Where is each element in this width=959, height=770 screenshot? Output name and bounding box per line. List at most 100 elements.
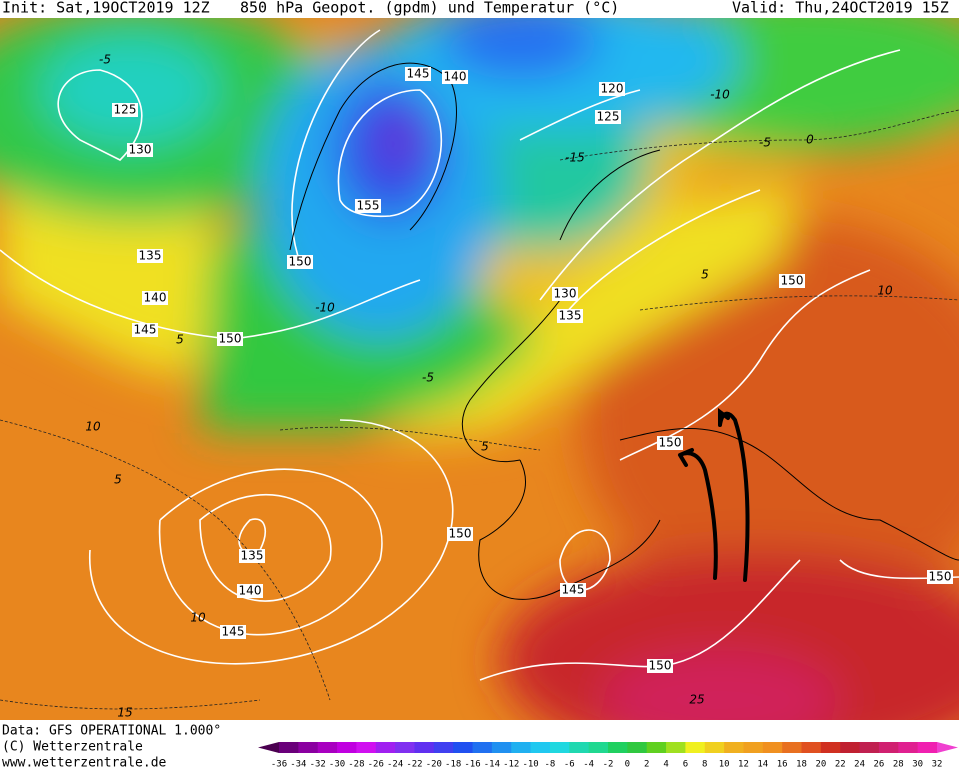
color-swatch <box>530 742 551 753</box>
copyright: (C) Wetterzentrale <box>2 740 143 755</box>
scale-label: -32 <box>310 760 326 770</box>
scale-label: 22 <box>835 760 846 770</box>
geopotential-label: 130 <box>129 143 152 157</box>
temperature-label: 15 <box>117 706 132 720</box>
color-swatch <box>627 742 648 753</box>
label-box <box>355 199 381 213</box>
temperature-label: -10 <box>315 301 335 315</box>
color-swatch <box>395 742 415 753</box>
scale-label: -34 <box>290 760 306 770</box>
scale-label: -14 <box>484 760 500 770</box>
coastlines <box>289 62 959 600</box>
color-swatch <box>375 742 396 753</box>
geopotential-label: 120 <box>601 82 624 96</box>
color-swatch <box>859 742 880 753</box>
color-swatch <box>685 742 706 753</box>
scale-label: -30 <box>329 760 345 770</box>
label-box <box>657 436 683 450</box>
geopotential-label: 145 <box>562 583 585 597</box>
color-swatch <box>762 742 783 753</box>
geopotential-label: 125 <box>597 110 620 124</box>
color-swatch <box>704 742 725 753</box>
label-box <box>142 291 168 305</box>
scale-label: -22 <box>406 760 422 770</box>
color-swatch <box>588 742 609 753</box>
geopotential-label: 135 <box>139 249 162 263</box>
geopotential-label: 135 <box>241 549 264 563</box>
temperature-label: 10 <box>190 611 206 625</box>
geopotential-label: 140 <box>239 584 262 598</box>
scale-label: -20 <box>426 760 442 770</box>
temperature-label: 5 <box>176 333 184 347</box>
label-box <box>220 625 246 639</box>
label-box <box>237 584 263 598</box>
label-box <box>927 570 953 584</box>
scale-label: 4 <box>663 760 668 770</box>
website: www.wetterzentrale.de <box>2 756 167 770</box>
scale-label: -2 <box>603 760 614 770</box>
color-swatch <box>840 742 861 753</box>
temperature-label: 5 <box>701 268 709 282</box>
scale-label: 32 <box>932 760 943 770</box>
geopotential-label: 150 <box>781 274 804 288</box>
scale-label: -10 <box>522 760 538 770</box>
color-swatch <box>782 742 803 753</box>
color-swatch <box>608 742 628 753</box>
scale-label: 14 <box>757 760 768 770</box>
label-box <box>112 103 138 117</box>
temperature-label: -5 <box>422 371 434 385</box>
color-swatch <box>258 742 279 753</box>
temperature-label: 5 <box>114 473 122 487</box>
color-swatch <box>646 742 667 753</box>
color-swatch <box>801 742 822 753</box>
scale-label: 24 <box>854 760 865 770</box>
scale-label: 2 <box>644 760 649 770</box>
map-title: 850 hPa Geopot. (gpdm) und Temperatur (°… <box>240 0 619 17</box>
geopotential-label: 125 <box>114 103 137 117</box>
color-swatch <box>356 742 377 753</box>
scale-label: 10 <box>719 760 730 770</box>
label-box <box>557 309 583 323</box>
color-swatch <box>511 742 532 753</box>
label-box <box>239 549 265 563</box>
temperature-label: 10 <box>877 284 893 298</box>
color-swatch <box>724 742 744 753</box>
label-box <box>595 110 621 124</box>
geopotential-label: 150 <box>929 570 952 584</box>
color-swatch <box>491 742 512 753</box>
scale-label: 18 <box>796 760 807 770</box>
annotation-arrows <box>678 408 750 582</box>
color-swatch <box>337 742 357 753</box>
label-box <box>442 70 468 84</box>
temperature-label: -15 <box>565 151 585 165</box>
scale-label: 12 <box>738 760 749 770</box>
label-box <box>132 323 158 337</box>
color-swatch <box>317 742 338 753</box>
scale-label: 6 <box>683 760 688 770</box>
data-source: Data: GFS OPERATIONAL 1.000° <box>2 724 221 739</box>
geopotential-label: 150 <box>449 527 472 541</box>
scale-label: -8 <box>545 760 556 770</box>
label-box <box>599 82 625 96</box>
temperature-label: 25 <box>689 693 704 707</box>
label-box <box>447 527 473 541</box>
label-box <box>552 287 578 301</box>
scale-label: 28 <box>893 760 904 770</box>
geopotential-label: 135 <box>559 309 582 323</box>
label-box <box>137 249 163 263</box>
temperature-label: -10 <box>710 88 730 102</box>
color-swatch <box>937 742 958 753</box>
label-box <box>560 583 586 597</box>
color-swatch <box>549 742 570 753</box>
scale-label: -26 <box>368 760 384 770</box>
color-swatch <box>820 742 841 753</box>
temperature-label: 0 <box>806 133 814 147</box>
scale-label: 16 <box>777 760 788 770</box>
geopotential-label: 130 <box>554 287 577 301</box>
color-swatch <box>298 742 319 753</box>
scale-label: 8 <box>702 760 707 770</box>
color-swatch <box>917 742 938 753</box>
scale-label: 26 <box>874 760 885 770</box>
